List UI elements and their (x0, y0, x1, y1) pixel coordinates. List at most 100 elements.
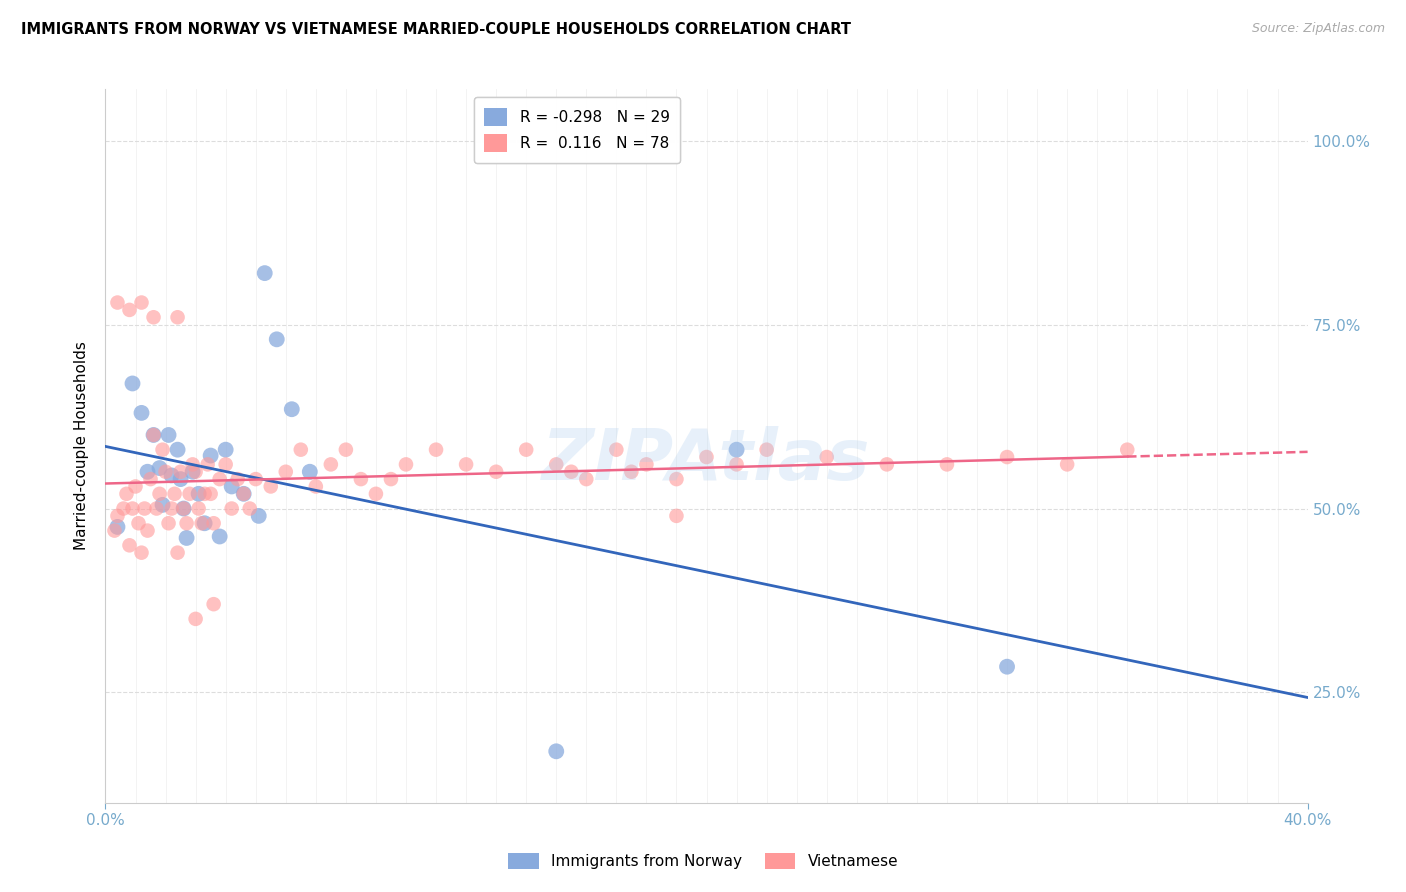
Y-axis label: Married-couple Households: Married-couple Households (73, 342, 89, 550)
Point (107, 520, 129, 534)
Point (425, 442, 447, 457)
Point (142, 428, 165, 442)
Point (560, 465, 582, 479)
Point (245, 472, 267, 486)
Point (214, 458, 236, 472)
Point (107, 295, 129, 310)
Point (190, 516, 212, 531)
Point (665, 508, 688, 523)
Point (107, 508, 129, 523)
Point (176, 531, 198, 545)
Point (139, 472, 162, 486)
Point (298, 465, 321, 479)
Point (290, 442, 312, 457)
Point (166, 310, 188, 325)
Point (226, 472, 249, 486)
Point (208, 472, 231, 486)
Point (575, 472, 598, 486)
Point (546, 744, 568, 758)
Point (103, 524, 125, 538)
Point (173, 501, 195, 516)
Point (319, 458, 342, 472)
Point (166, 442, 188, 457)
Point (115, 487, 138, 501)
Point (157, 428, 180, 442)
Point (281, 402, 304, 417)
Legend: R = -0.298   N = 29, R =  0.116   N = 78: R = -0.298 N = 29, R = 0.116 N = 78 (474, 97, 681, 163)
Point (247, 508, 270, 523)
Text: Source: ZipAtlas.com: Source: ZipAtlas.com (1251, 22, 1385, 36)
Point (148, 461, 170, 475)
Point (1056, 458, 1078, 472)
Point (181, 458, 204, 472)
Point (546, 458, 568, 472)
Point (128, 516, 150, 531)
Point (1116, 442, 1139, 457)
Point (995, 659, 1018, 673)
Point (395, 458, 418, 472)
Point (260, 479, 283, 493)
Point (157, 516, 180, 531)
Point (187, 487, 209, 501)
Point (335, 442, 357, 457)
Point (176, 516, 198, 531)
Point (169, 472, 191, 486)
Point (112, 501, 135, 516)
Point (152, 442, 174, 457)
Point (239, 501, 262, 516)
Point (214, 442, 236, 457)
Point (815, 450, 838, 464)
Point (179, 487, 201, 501)
Point (184, 612, 207, 626)
Point (136, 524, 159, 538)
Point (515, 442, 537, 457)
Point (152, 498, 174, 512)
Point (160, 501, 183, 516)
Point (221, 501, 243, 516)
Point (266, 332, 288, 346)
Text: IMMIGRANTS FROM NORWAY VS VIETNAMESE MARRIED-COUPLE HOUSEHOLDS CORRELATION CHART: IMMIGRANTS FROM NORWAY VS VIETNAMESE MAR… (21, 22, 851, 37)
Point (194, 516, 217, 531)
Point (305, 479, 328, 493)
Point (187, 501, 209, 516)
Point (485, 465, 508, 479)
Point (118, 302, 141, 317)
Point (454, 458, 477, 472)
Point (202, 597, 225, 611)
Point (194, 487, 217, 501)
Point (131, 295, 153, 310)
Point (665, 472, 688, 486)
Point (155, 465, 177, 479)
Point (184, 465, 207, 479)
Point (995, 450, 1018, 464)
Point (142, 428, 165, 442)
Point (725, 458, 748, 472)
Point (636, 458, 658, 472)
Point (134, 501, 156, 516)
Text: ZIPAtlas: ZIPAtlas (543, 425, 870, 495)
Point (364, 487, 387, 501)
Legend: Immigrants from Norway, Vietnamese: Immigrants from Norway, Vietnamese (502, 847, 904, 875)
Point (118, 538, 141, 552)
Point (232, 487, 254, 501)
Point (725, 442, 748, 457)
Point (274, 465, 297, 479)
Point (197, 458, 219, 472)
Point (166, 546, 188, 560)
Point (232, 487, 254, 501)
Point (163, 487, 186, 501)
Point (169, 465, 191, 479)
Point (202, 516, 225, 531)
Point (145, 501, 167, 516)
Point (221, 479, 243, 493)
Point (936, 458, 959, 472)
Point (131, 406, 153, 420)
Point (200, 487, 222, 501)
Point (605, 442, 627, 457)
Point (173, 501, 195, 516)
Point (160, 468, 183, 483)
Point (755, 442, 778, 457)
Point (148, 487, 170, 501)
Point (124, 479, 146, 493)
Point (380, 472, 402, 486)
